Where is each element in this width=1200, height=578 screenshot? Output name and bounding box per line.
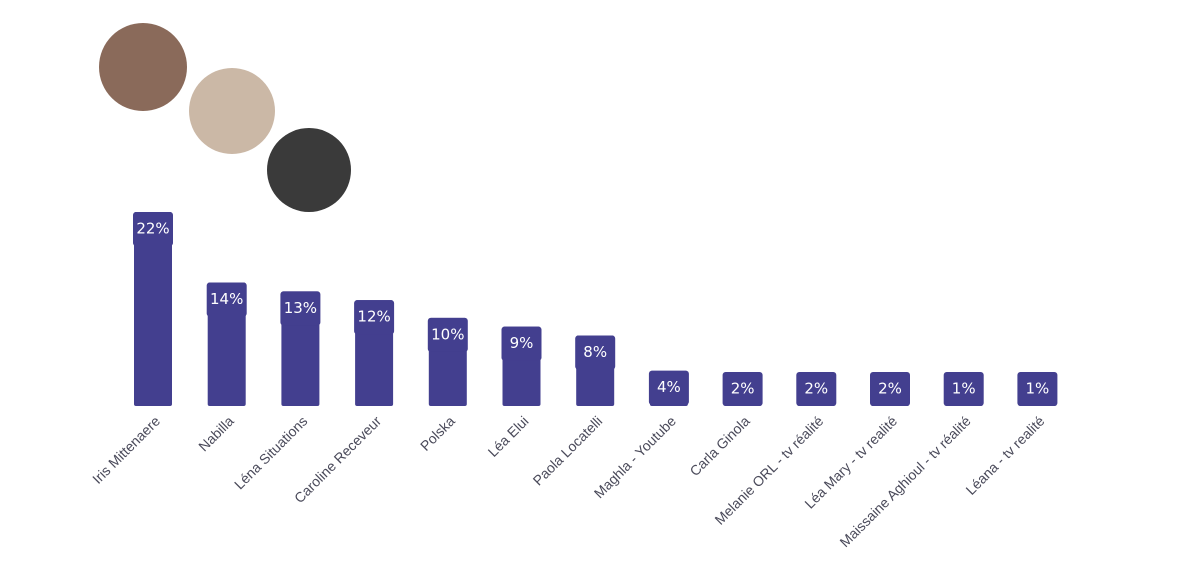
label-box (206, 282, 247, 317)
value-label: 8% (583, 343, 607, 361)
x-tick-label: Maghla - Youtube (591, 413, 680, 502)
label-box (133, 212, 173, 246)
label-box (280, 291, 321, 326)
photo (99, 23, 187, 111)
value-label: 13% (284, 299, 317, 317)
x-tick-label: Léna Situations (231, 413, 311, 493)
value-label: 12% (357, 308, 390, 326)
x-tick-label: Léa Elui (485, 413, 532, 460)
value-label: 2% (878, 380, 902, 398)
x-tick-label: Polska (417, 413, 458, 454)
label-box (501, 326, 542, 361)
value-label: 2% (731, 380, 755, 398)
x-tick-label: Iris Mittenaere (89, 413, 163, 487)
label-box (427, 317, 468, 352)
value-label: 14% (210, 290, 243, 308)
label-box (870, 372, 910, 406)
label-box (722, 372, 763, 406)
value-label: 9% (510, 334, 534, 352)
value-label: 1% (1026, 380, 1050, 398)
x-tick-label: Maissaine Aghioul - tv réalité (836, 413, 973, 550)
label-box (796, 372, 837, 406)
label-box (354, 300, 395, 335)
value-label: 2% (804, 380, 828, 398)
value-label: 4% (657, 378, 681, 396)
label-box (943, 372, 984, 406)
x-tick-label: Paola Locatelli (530, 413, 606, 489)
x-tick-label: Nabilla (195, 413, 237, 455)
value-label: 1% (952, 380, 976, 398)
photo (267, 128, 351, 212)
label-box (575, 335, 616, 370)
value-label: 22% (136, 220, 169, 238)
x-tick-label: Léana - tv realité (962, 413, 1047, 498)
photos (99, 23, 351, 212)
label-box (648, 370, 689, 405)
x-tick-label: Carla Ginola (686, 413, 752, 479)
value-label: 10% (431, 325, 464, 343)
bar (134, 212, 172, 406)
photo (189, 68, 275, 154)
label-box (1017, 372, 1058, 406)
